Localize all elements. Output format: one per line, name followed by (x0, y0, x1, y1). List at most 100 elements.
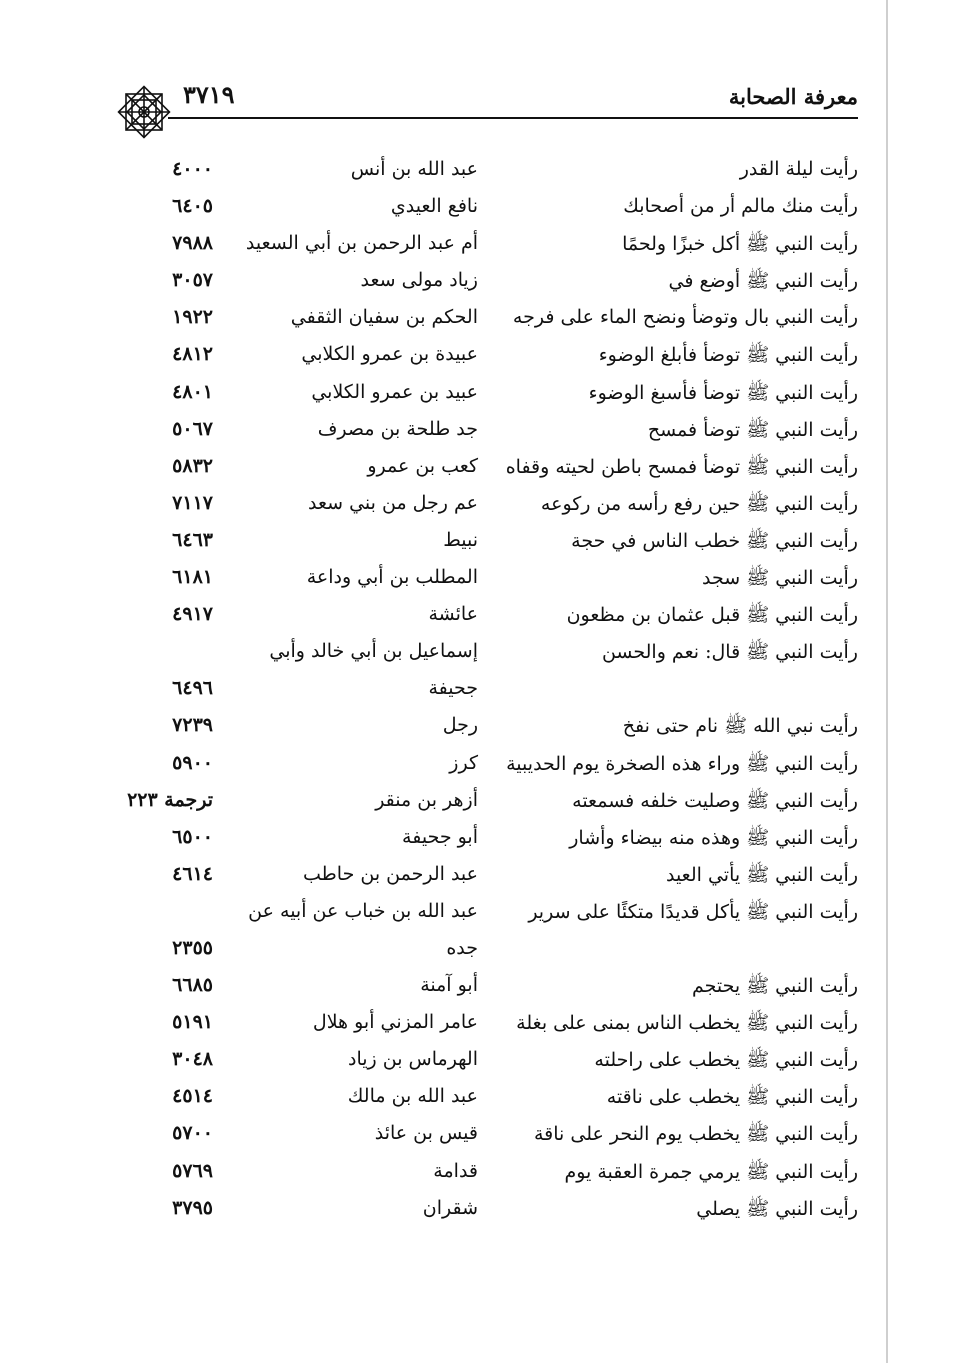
hadith-text: رأيت النبي بال وتوضأ ونضح الماء على فرجه (512, 306, 858, 329)
narrator-name: الهرماس بن زياد (347, 1048, 478, 1071)
index-row: رأيت النبي ﷺ قبل عثمان بن مظعون عائشة ٤٩١٧ (0, 599, 960, 636)
narrator-name: قدامة (433, 1159, 478, 1182)
index-row: رأيت النبي ﷺ يصلي شقران ٣٧٩٥ (0, 1193, 960, 1230)
narrator-name: أزهر بن منقر (375, 788, 478, 811)
hadith-text: رأيت النبي ﷺ يحتجم (691, 975, 858, 998)
index-row: رأيت النبي ﷺ أكل خبزًا ولحمًا أم عبد الرح… (0, 228, 960, 265)
hadith-number: ٧١١٧ (172, 491, 213, 514)
narrator-name: قيس بن عائذ (374, 1122, 478, 1145)
hadith-number: ٤٨١٢ (172, 343, 213, 366)
hadith-number: ٤٦١٤ (172, 862, 213, 885)
hadith-text: رأيت النبي ﷺ يخطب على ناقته (606, 1086, 858, 1109)
index-row: رأيت ليلة القدر عبد الله بن أنس ٤٠٠٠ (0, 154, 960, 191)
narrator-name: الحكم بن سفيان الثقفي (290, 306, 478, 329)
narrator-name: عائشة (428, 603, 478, 626)
hadith-text: رأيت النبي ﷺ يرمي جمرة العقبة يوم (564, 1160, 858, 1183)
hadith-text: رأيت النبي ﷺ توضأ فأسبغ الوضوء (588, 381, 858, 404)
hadith-text: رأيت النبي ﷺ قال: نعم والحسن (601, 641, 858, 664)
hadith-number: ٣٧٩٥ (172, 1196, 213, 1219)
hadith-number: ٢٣٥٥ (172, 936, 213, 959)
index-row: رأيت النبي ﷺ يخطب الناس بمنى على بغلة عام… (0, 1007, 960, 1044)
hadith-text: رأيت النبي ﷺ وهذه منه بيضاء وأشار (569, 826, 858, 849)
narrator-name: المطلب بن أبي وداعة (306, 566, 478, 589)
hadith-number: ١٩٢٢ (172, 306, 213, 329)
hadith-text: رأيت النبي ﷺ قبل عثمان بن مظعون (566, 604, 858, 627)
hadith-text: رأيت النبي ﷺ سجد (702, 567, 858, 590)
index-row: رأيت النبي ﷺ يأتي العيد عبد الرحمن بن حاط… (0, 859, 960, 896)
index-row: رأيت النبي ﷺ أوضع في زياد مولى سعد ٣٠٥٧ (0, 265, 960, 302)
hadith-text: رأيت النبي ﷺ وراء هذه الصخرة يوم الحديبي… (506, 752, 858, 775)
hadith-text: رأيت نبي الله ﷺ نام حتى نفخ (622, 715, 858, 738)
narrator-name: نبيط (443, 528, 478, 551)
index-row: رأيت نبي الله ﷺ نام حتى نفخ رجل ٧٢٣٩ (0, 710, 960, 747)
index-row: رأيت النبي ﷺ وهذه منه بيضاء وأشار أبو جحي… (0, 822, 960, 859)
hadith-number: ٦٤٦٣ (172, 528, 213, 551)
hadith-number: ٥١٩١ (172, 1011, 213, 1034)
ornament-icon (117, 85, 171, 139)
hadith-text: رأيت النبي ﷺ يخطب يوم النحر على ناقة (533, 1123, 858, 1146)
index-table: رأيت ليلة القدر عبد الله بن أنس ٤٠٠٠ رأيت م… (0, 154, 960, 1230)
narrator-name: عبد الله بن خباب عن أبيه عن (248, 899, 478, 922)
index-row: رأيت النبي ﷺ يأكل قديدًا متكئًا على سرير… (0, 896, 960, 933)
hadith-number: ٥٧٠٠ (172, 1122, 213, 1145)
index-row: جحيفة ٦٤٩٦ (0, 673, 960, 710)
index-row: رأيت النبي ﷺ يخطب على ناقته عبد الله بن م… (0, 1081, 960, 1118)
hadith-number: ٥٩٠٠ (172, 751, 213, 774)
narrator-name: جحيفة (428, 677, 478, 700)
index-row: رأيت النبي ﷺ خطب الناس في حجة نبيط ٦٤٦٣ (0, 525, 960, 562)
narrator-name: عبد الرحمن بن حاطب (303, 862, 478, 885)
hadith-text: رأيت النبي ﷺ توضأ فمسح باطن لحيته وقفاه (505, 455, 858, 478)
narrator-name: أبو آمنة (420, 974, 478, 997)
index-row: رأيت النبي ﷺ سجد المطلب بن أبي وداعة ٦١٨١ (0, 562, 960, 599)
hadith-number: ٧٩٨٨ (172, 232, 213, 255)
running-head-title: معرفة الصحابة (728, 84, 858, 109)
hadith-number: ٥٨٣٢ (172, 454, 213, 477)
hadith-text: رأيت النبي ﷺ توضأ فمسح (647, 418, 858, 441)
narrator-name: إسماعيل بن أبي خالد وأبي (269, 640, 478, 663)
index-row: رأيت النبي ﷺ يخطب على راحلته الهرماس بن ز… (0, 1044, 960, 1081)
hadith-text: رأيت النبي ﷺ يأكل قديدًا متكئًا على سرير (528, 900, 858, 923)
hadith-text: رأيت النبي ﷺ خطب الناس في حجة (571, 529, 858, 552)
hadith-number: ٦١٨١ (172, 566, 213, 589)
hadith-text: رأيت النبي ﷺ يخطب على راحلته (594, 1049, 858, 1072)
hadith-number: ٤٨٠١ (172, 380, 213, 403)
index-row: رأيت النبي ﷺ توضأ فأبلغ الوضوء عبيدة بن ع… (0, 339, 960, 376)
narrator-name: عبد الله بن مالك (347, 1085, 478, 1108)
narrator-name: عامر المزني أبو هلال (312, 1011, 478, 1034)
index-row: جده ٢٣٥٥ (0, 933, 960, 970)
narrator-name: أبو جحيفة (402, 825, 478, 848)
index-row: رأيت النبي ﷺ توضأ فأسبغ الوضوء عبيد بن عم… (0, 377, 960, 414)
narrator-name: عبيد بن عمرو الكلابي (311, 380, 478, 403)
index-row: رأيت النبي ﷺ يحتجم أبو آمنة ٦٦٨٥ (0, 970, 960, 1007)
hadith-number: ٤٩١٧ (172, 603, 213, 626)
narrator-name: عم رجل من بني سعد (307, 491, 478, 514)
hadith-number: ٣٠٤٨ (172, 1048, 213, 1071)
hadith-text: رأيت النبي ﷺ يأتي العيد (665, 863, 858, 886)
hadith-number: ٤٥١٤ (172, 1085, 213, 1108)
index-row: رأيت النبي ﷺ توضأ فمسح جد طلحة بن مصرف ٥٠٦… (0, 414, 960, 451)
hadith-text: رأيت ليلة القدر (739, 158, 858, 180)
narrator-name: شقران (422, 1196, 478, 1219)
hadith-number: ٦٤٩٦ (172, 677, 213, 700)
hadith-number: ترجمة ٢٢٣ (127, 788, 213, 811)
narrator-name: زياد مولى سعد (360, 269, 478, 292)
hadith-number: ٦٤٠٥ (172, 195, 213, 218)
narrator-name: جد طلحة بن مصرف (317, 417, 478, 440)
narrator-name: جده (446, 936, 478, 959)
hadith-text: رأيت النبي ﷺ يصلي (696, 1197, 858, 1220)
page-number: ٣٧١٩ (183, 80, 235, 109)
narrator-name: نافع العيدي (390, 195, 478, 218)
hadith-text: رأيت النبي ﷺ وصليت خلفه فسمعته (572, 789, 858, 812)
index-row: رأيت النبي ﷺ يخطب يوم النحر على ناقة قيس … (0, 1118, 960, 1155)
hadith-text: رأيت النبي ﷺ أكل خبزًا ولحمًا (622, 233, 858, 256)
hadith-number: ٤٠٠٠ (172, 158, 213, 180)
index-row: رأيت النبي ﷺ وصليت خلفه فسمعته أزهر بن من… (0, 785, 960, 822)
narrator-name: عبد الله بن أنس (350, 158, 478, 180)
hadith-number: ٥٧٦٩ (172, 1159, 213, 1182)
narrator-name: رجل (442, 714, 478, 737)
narrator-name: كعب بن عمرو (367, 454, 478, 477)
index-row: رأيت منك مالم أر من أصحابك نافع العيدي ٦٤٠… (0, 191, 960, 228)
index-row: رأيت النبي ﷺ وراء هذه الصخرة يوم الحديبي… (0, 748, 960, 785)
hadith-text: رأيت النبي ﷺ حين رفع رأسه من ركوعه (540, 492, 858, 515)
hadith-number: ٣٠٥٧ (172, 269, 213, 292)
